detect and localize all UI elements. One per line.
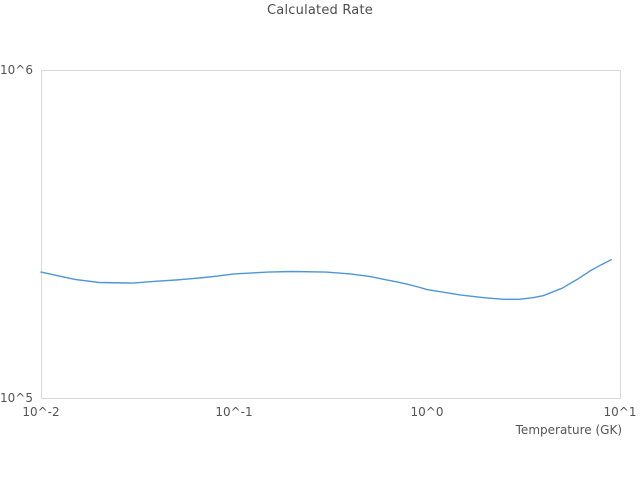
x-tick-label: 10^-1 [215,405,253,419]
x-tick-label: 10^0 [410,405,444,419]
chart-title: Calculated Rate [267,3,373,18]
x-tick-label: 10^1 [603,405,637,419]
y-tick-label: 10^6 [0,63,33,77]
plot-border [41,70,621,399]
rate-line-series [40,259,612,300]
x-tick-label: 10^-2 [22,405,60,419]
x-axis-title: Temperature (GK) [515,423,622,437]
y-tick-label: 10^5 [0,391,33,405]
